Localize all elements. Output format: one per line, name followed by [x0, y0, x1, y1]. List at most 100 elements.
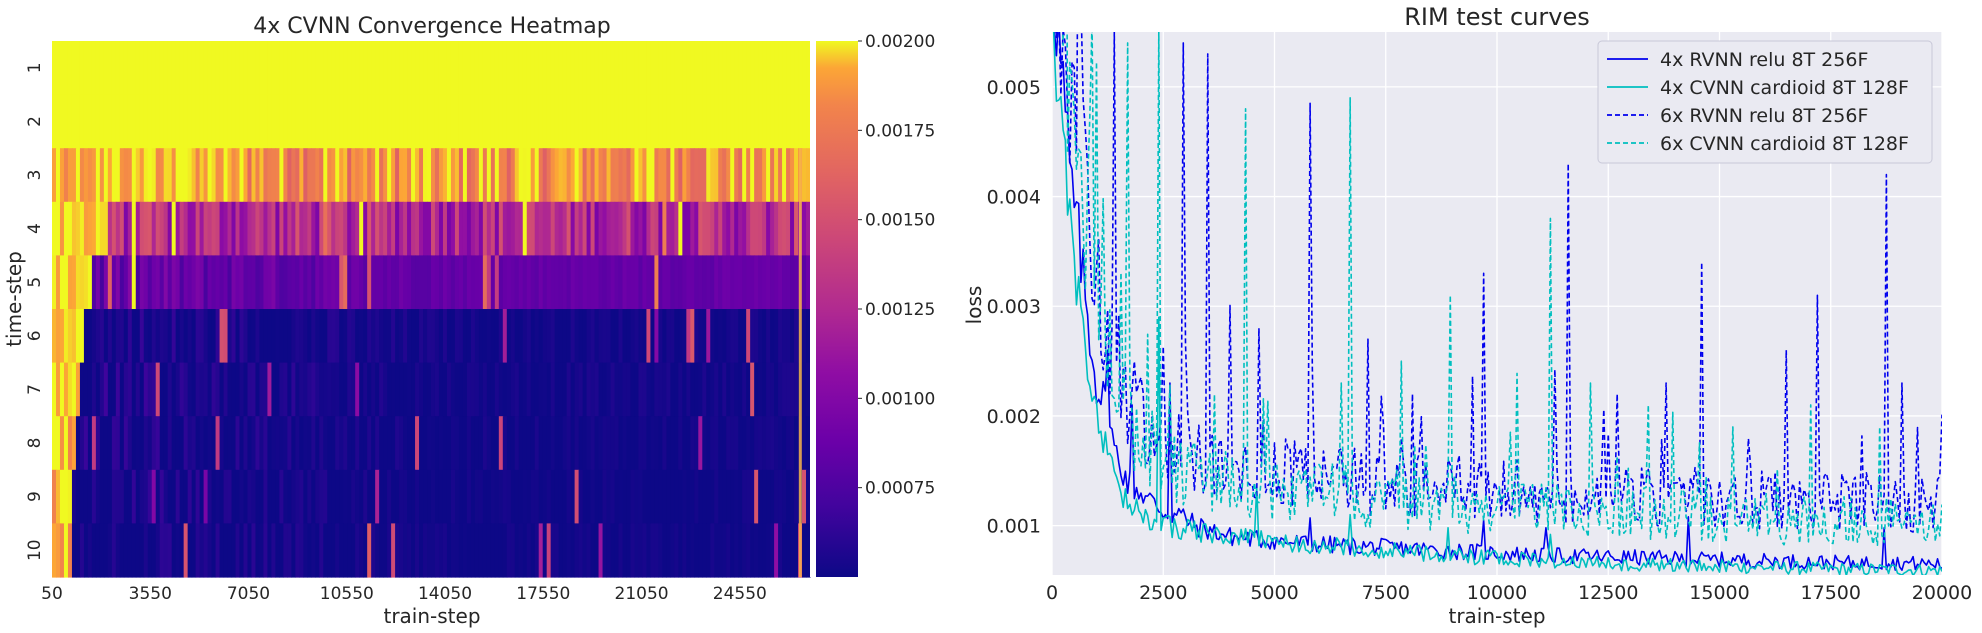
heatmap-cell — [598, 94, 604, 149]
heatmap-cell — [211, 469, 217, 524]
heatmap-cell — [251, 255, 257, 310]
heatmap-cell — [431, 416, 436, 471]
heatmap-cell — [295, 94, 300, 149]
heatmap-cell — [570, 201, 576, 256]
heatmap-cell — [470, 469, 476, 524]
heatmap-cell — [187, 523, 193, 578]
heatmap-cell — [123, 41, 129, 96]
heatmap-cell — [582, 255, 588, 310]
heatmap-cell — [387, 148, 392, 203]
heatmap-cell — [710, 309, 715, 364]
heatmap-cell — [802, 523, 807, 578]
heatmap-cell — [726, 416, 731, 471]
heatmap-cell — [235, 416, 241, 471]
heatmap-cell — [375, 94, 380, 149]
heatmap-cell — [546, 309, 552, 364]
heatmap-cell — [95, 469, 101, 524]
heatmap-cell — [271, 309, 277, 364]
heatmap-cell — [419, 469, 424, 524]
heatmap-cell — [730, 469, 735, 524]
heatmap-cell — [562, 94, 568, 149]
heatmap-cell — [462, 469, 468, 524]
heatmap-cell — [295, 469, 300, 524]
heatmap-cell — [606, 469, 612, 524]
heatmap-cell — [474, 523, 480, 578]
heatmap-cell — [111, 148, 117, 203]
heatmap-cell — [778, 94, 783, 149]
heatmap-cell — [335, 309, 340, 364]
heatmap-cell — [339, 255, 344, 310]
heatmap-cell — [279, 255, 284, 310]
heatmap-cell — [327, 523, 332, 578]
heatmap-cell — [670, 148, 675, 203]
heatmap-cell — [243, 523, 249, 578]
heatmap-cell — [602, 94, 608, 149]
heatmap-cell — [419, 416, 424, 471]
heatmap-cell — [171, 94, 177, 149]
heatmap-cell — [135, 469, 141, 524]
heatmap-cell — [343, 201, 348, 256]
heatmap-cell — [722, 41, 727, 96]
heatmap-cell — [786, 309, 791, 364]
heatmap-cell — [498, 41, 504, 96]
heatmap-cell — [259, 41, 265, 96]
heatmap-cell — [263, 309, 269, 364]
heatmap-cell — [678, 255, 683, 310]
heatmap-cell — [287, 148, 292, 203]
heatmap-cell — [67, 416, 73, 471]
heatmap-cell — [746, 255, 751, 310]
heatmap-cell — [526, 148, 532, 203]
heatmap-cell — [550, 523, 556, 578]
heatmap-cell — [538, 41, 544, 96]
heatmap-cell — [71, 416, 77, 471]
heatmap-cell — [231, 362, 237, 417]
heatmap-cell — [538, 362, 544, 417]
heatmap-cell — [335, 362, 340, 417]
heatmap-cell — [630, 41, 636, 96]
heatmap-cell — [427, 94, 432, 149]
heatmap-cell — [71, 362, 77, 417]
line-y-tick-label: 0.001 — [987, 516, 1041, 538]
heatmap-cell — [482, 416, 488, 471]
heatmap-cell — [590, 416, 596, 471]
heatmap-cell — [502, 362, 508, 417]
heatmap-cell — [407, 94, 412, 149]
heatmap-cell — [738, 201, 743, 256]
heatmap-cell — [606, 201, 612, 256]
heatmap-cell — [442, 523, 448, 578]
heatmap-cell — [734, 416, 739, 471]
heatmap-cell — [674, 469, 679, 524]
heatmap-cell — [215, 309, 221, 364]
heatmap-cell — [427, 309, 432, 364]
heatmap-cell — [522, 309, 528, 364]
heatmap-cell — [243, 201, 249, 256]
heatmap-cell — [638, 362, 644, 417]
heatmap-cell — [450, 416, 456, 471]
heatmap-cell — [730, 255, 735, 310]
heatmap-cell — [191, 201, 197, 256]
heatmap-cell — [71, 148, 77, 203]
heatmap-cell — [315, 255, 320, 310]
heatmap-cell — [626, 255, 632, 310]
heatmap-cell — [235, 469, 241, 524]
heatmap-cell — [646, 309, 652, 364]
heatmap-cell — [554, 523, 560, 578]
heatmap-cell — [231, 148, 237, 203]
heatmap-cell — [379, 201, 384, 256]
heatmap-cell — [52, 362, 57, 417]
heatmap-cell — [466, 255, 472, 310]
heatmap-cell — [171, 255, 177, 310]
heatmap-cell — [387, 255, 392, 310]
heatmap-cell — [510, 201, 516, 256]
heatmap-cell — [55, 94, 61, 149]
heatmap-cell — [159, 255, 165, 310]
heatmap-cell — [79, 309, 85, 364]
colorbar-tick-label: 0.00200 — [865, 32, 935, 52]
heatmap-cell — [163, 469, 169, 524]
heatmap-cell — [279, 362, 284, 417]
heatmap-cell — [203, 255, 209, 310]
heatmap-cell — [762, 41, 767, 96]
heatmap-cell — [442, 309, 448, 364]
heatmap-cell — [167, 309, 173, 364]
heatmap-cell — [582, 201, 588, 256]
